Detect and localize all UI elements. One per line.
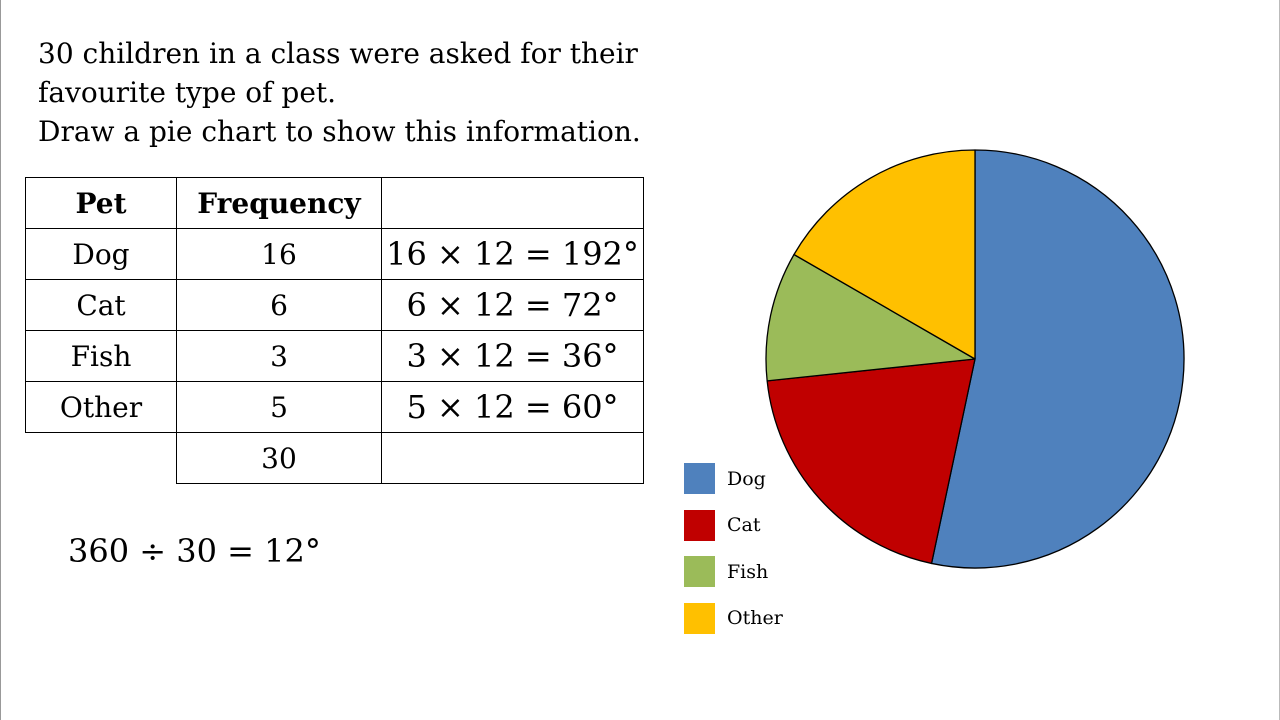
legend-item-cat: Cat: [684, 509, 783, 541]
total-frequency-cell: 30: [176, 432, 382, 484]
chart-legend: Dog Cat Fish Other: [684, 463, 783, 649]
angle-cell: 16 × 12 = 192°: [381, 228, 644, 280]
table-header-row: Pet Frequency: [25, 177, 644, 229]
table-row: Cat 6 6 × 12 = 72°: [25, 279, 644, 331]
pet-cell: Dog: [25, 228, 177, 280]
header-pet: Pet: [25, 177, 177, 229]
angle-cell: 6 × 12 = 72°: [381, 279, 644, 331]
pie-chart: [765, 149, 1185, 569]
header-angle: [381, 177, 644, 229]
total-blank-cell: [25, 432, 177, 484]
pie-slice-cat: [766, 358, 976, 565]
frame-left-border: [0, 0, 1, 720]
pet-cell: Other: [25, 381, 177, 433]
legend-label-dog: Dog: [727, 467, 766, 490]
pet-cell: Cat: [25, 279, 177, 331]
header-frequency: Frequency: [176, 177, 382, 229]
pet-cell: Fish: [25, 330, 177, 382]
question-line-1: 30 children in a class were asked for th…: [38, 37, 638, 70]
pie-slices: [765, 149, 1185, 569]
legend-swatch-fish: [684, 556, 715, 587]
pie-slice-fish: [765, 253, 976, 382]
table-row: Other 5 5 × 12 = 60°: [25, 381, 644, 433]
degrees-per-child-calculation: 360 ÷ 30 = 12°: [68, 532, 321, 570]
legend-item-fish: Fish: [684, 556, 783, 587]
angle-cell: 3 × 12 = 36°: [381, 330, 644, 382]
frequency-cell: 5: [176, 381, 382, 433]
table-row: Dog 16 16 × 12 = 192°: [25, 228, 644, 280]
legend-item-other: Other: [684, 602, 783, 634]
pie-slice-other: [793, 149, 976, 360]
question-line-3: Draw a pie chart to show this informatio…: [38, 115, 641, 148]
question-line-2: favourite type of pet.: [38, 76, 337, 109]
frequency-table: Pet Frequency Dog 16 16 × 12 = 192° Cat …: [25, 177, 644, 484]
table-total-row: 30: [25, 432, 644, 484]
table-row: Fish 3 3 × 12 = 36°: [25, 330, 644, 382]
frequency-cell: 6: [176, 279, 382, 331]
legend-swatch-dog: [684, 463, 715, 494]
legend-swatch-other: [684, 602, 715, 634]
legend-label-fish: Fish: [727, 560, 769, 583]
legend-label-other: Other: [727, 607, 783, 629]
total-angle-cell: [381, 432, 644, 484]
legend-swatch-cat: [684, 509, 715, 541]
legend-label-cat: Cat: [727, 514, 761, 536]
pie-slice-dog: [930, 149, 1185, 569]
legend-item-dog: Dog: [684, 463, 783, 494]
frequency-cell: 16: [176, 228, 382, 280]
frequency-cell: 3: [176, 330, 382, 382]
angle-cell: 5 × 12 = 60°: [381, 381, 644, 433]
question-text: 30 children in a class were asked for th…: [38, 34, 658, 151]
